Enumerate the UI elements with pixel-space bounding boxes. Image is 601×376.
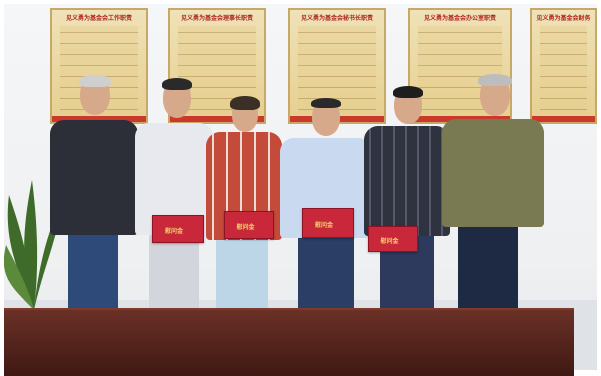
notice-board-title: 见义勇为基金会秘书长职责 (300, 15, 373, 22)
booklet-label: 慰问金 (165, 227, 184, 235)
notice-board-5: 见义勇为基金会财务 (530, 8, 597, 124)
notice-board-title: 见义勇为基金会工作职责 (65, 15, 132, 22)
notice-board-title: 见义勇为基金会理事长职责 (180, 15, 253, 22)
notice-board-title: 见义勇为基金会财务 (536, 15, 591, 22)
person-6 (440, 74, 548, 319)
red-booklet: 慰问金 (368, 226, 418, 252)
person-5 (362, 86, 452, 316)
red-booklet: 慰问金 (152, 215, 204, 243)
person-1 (46, 75, 142, 315)
person-3 (204, 96, 284, 316)
booklet-label: 慰问金 (315, 221, 334, 229)
red-booklet: 慰问金 (302, 208, 354, 238)
red-booklet: 慰问金 (224, 211, 274, 239)
person-2 (133, 78, 215, 318)
booklet-label: 慰问金 (236, 223, 255, 231)
booklet-label: 慰问金 (380, 238, 399, 246)
notice-board-3: 见义勇为基金会秘书长职责 (288, 8, 386, 124)
conference-table (4, 308, 574, 376)
notice-board-title: 见义勇为基金会办公室职责 (423, 15, 496, 22)
